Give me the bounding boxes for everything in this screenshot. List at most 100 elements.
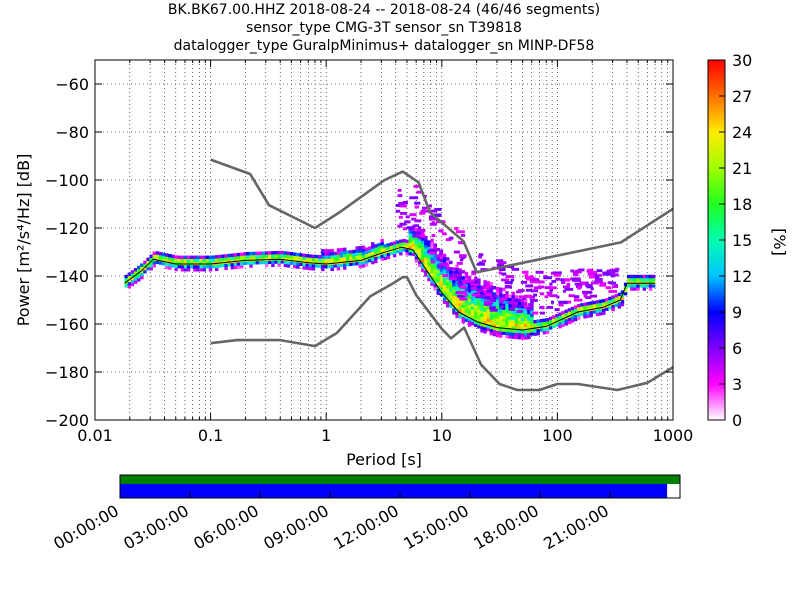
density-cell (308, 263, 313, 268)
density-cell (430, 260, 436, 264)
density-cell (480, 329, 484, 333)
y-tick-label: −200 (45, 411, 89, 430)
x-tick-label: 100 (542, 426, 573, 445)
time-tick-label: 18:00:00 (470, 501, 542, 553)
density-cell (205, 255, 210, 260)
density-cell (614, 303, 618, 307)
density-cell (530, 332, 534, 336)
density-cell (617, 295, 622, 300)
density-cell (459, 282, 464, 286)
density-cell (371, 245, 375, 249)
density-cell (639, 277, 643, 282)
density-cell (215, 267, 219, 272)
density-cell (305, 254, 309, 258)
density-cell (233, 256, 238, 260)
density-cell (605, 298, 609, 302)
density-cell (596, 269, 603, 273)
density-cell (548, 316, 553, 321)
density-cell (539, 319, 544, 323)
density-cell (321, 261, 325, 265)
density-cell (174, 255, 178, 259)
density-cell (143, 266, 147, 271)
density-cell (520, 305, 525, 309)
density-cell (318, 261, 322, 265)
density-cell (546, 291, 553, 295)
density-cell (489, 308, 498, 312)
density-cell (455, 314, 459, 319)
density-cell (633, 284, 637, 288)
density-cell (605, 301, 609, 305)
density-cell (314, 254, 319, 259)
density-cell (439, 263, 447, 266)
density-cell (530, 310, 534, 314)
density-cell (417, 254, 422, 258)
density-cell (524, 333, 528, 337)
density-cell (564, 300, 572, 304)
density-cell (339, 257, 344, 261)
density-cell (608, 299, 612, 304)
density-cell (327, 264, 331, 269)
density-cell (458, 311, 462, 316)
density-cell (165, 265, 169, 270)
density-cell (517, 317, 522, 321)
density-cell (493, 294, 498, 298)
density-cell (532, 311, 539, 315)
density-cell (480, 288, 484, 293)
density-cell (436, 282, 441, 286)
density-cell (416, 190, 423, 194)
density-cell (364, 260, 369, 264)
density-cell (511, 335, 515, 339)
density-cell (371, 257, 375, 262)
density-cell (467, 292, 472, 296)
density-cell (271, 263, 275, 268)
y-tick-label: −120 (45, 219, 89, 238)
density-cell (508, 310, 512, 314)
density-cell (413, 184, 422, 188)
density-cell (502, 318, 506, 323)
density-cell (564, 287, 574, 291)
density-cell (589, 304, 593, 308)
density-cell (539, 292, 545, 296)
density-cell (508, 316, 512, 320)
density-cell (158, 251, 163, 256)
density-cell (349, 262, 353, 266)
density-cell (152, 254, 157, 259)
density-cell (483, 283, 487, 287)
density-cell (252, 261, 256, 265)
density-cell (610, 274, 615, 278)
density-cell (609, 270, 616, 274)
density-cell (508, 294, 512, 299)
density-cell (520, 323, 525, 328)
density-cell (424, 235, 428, 240)
density-cell (549, 288, 554, 292)
density-cell (489, 288, 494, 292)
density-cell (321, 252, 325, 256)
density-cell (514, 313, 519, 318)
density-cell (459, 258, 464, 262)
density-cell (445, 269, 450, 274)
density-cell (486, 281, 490, 285)
density-cell (599, 283, 606, 287)
density-cell (399, 248, 403, 253)
chart-title-line-2: sensor_type CMG-3T sensor_sn T39818 (246, 20, 522, 36)
density-cell (433, 255, 437, 260)
density-cell (165, 253, 169, 257)
density-cell (508, 322, 512, 327)
density-cell (555, 277, 561, 281)
density-cell (149, 254, 153, 259)
density-cell (424, 257, 428, 262)
density-cell (339, 263, 344, 267)
density-cell (424, 263, 428, 268)
density-cell (524, 330, 528, 334)
density-cell (511, 291, 515, 296)
density-cell (136, 265, 141, 270)
density-cell (355, 255, 359, 260)
density-cell (598, 273, 603, 277)
density-cell (455, 283, 459, 287)
density-cell (486, 296, 490, 301)
density-cell (495, 286, 500, 291)
density-cell (535, 270, 544, 274)
density-cell (249, 261, 253, 265)
density-cell (483, 326, 487, 331)
density-cell (277, 263, 281, 267)
